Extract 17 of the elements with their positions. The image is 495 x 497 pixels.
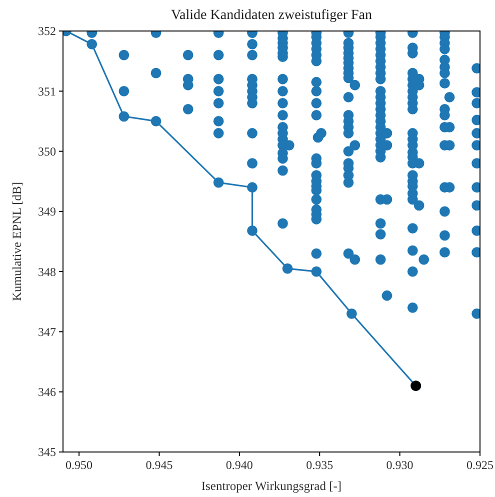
x-tick-label: 0.935 [306,458,334,472]
chart-title: Valide Kandidaten zweistufiger Fan [171,8,372,23]
x-tick-label: 0.940 [226,458,253,472]
y-tick-label: 352 [38,24,56,38]
x-tick-label: 0.930 [386,458,414,472]
y-tick-label: 351 [38,84,56,98]
y-tick-label: 347 [38,324,56,339]
x-tick-label: 0.925 [466,458,494,472]
x-axis-title: Isentroper Wirkungsgrad [-] [201,479,342,493]
y-tick-label: 348 [38,264,56,279]
y-tick-label: 349 [38,204,56,219]
y-tick-label: 350 [38,144,56,158]
y-axis-title: Kumulative EPNL [dB] [10,182,24,301]
x-tick-label: 0.950 [66,458,93,472]
y-tick-label: 346 [38,385,56,400]
x-tick-label: 0.945 [146,458,173,472]
y-tick-label: 345 [38,445,56,460]
